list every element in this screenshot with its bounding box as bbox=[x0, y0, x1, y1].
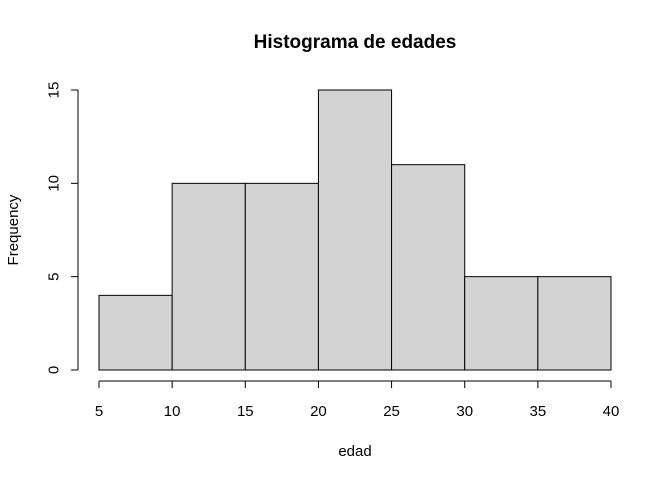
chart-title: Histograma de edades bbox=[254, 32, 457, 53]
histogram-bar-6 bbox=[464, 276, 539, 371]
histogram-bar-4 bbox=[317, 89, 393, 371]
y-axis: 0 5 10 15 bbox=[46, 82, 79, 374]
x-tick-label-40: 40 bbox=[603, 403, 620, 420]
x-tick-label-15: 15 bbox=[237, 403, 254, 420]
histogram-bar-7 bbox=[537, 276, 612, 371]
x-axis-label: edad bbox=[338, 443, 371, 460]
x-tick-label-25: 25 bbox=[383, 403, 400, 420]
y-axis-label: Frequency bbox=[5, 194, 22, 265]
x-axis: 5 10 15 20 25 30 35 40 bbox=[95, 380, 620, 420]
histogram-bar-3 bbox=[244, 182, 319, 371]
x-tick-label-10: 10 bbox=[164, 403, 181, 420]
histogram-bar-2 bbox=[171, 182, 246, 371]
x-tick-label-20: 20 bbox=[310, 403, 327, 420]
y-tick-label-10: 10 bbox=[46, 175, 63, 192]
histogram-bar-5 bbox=[391, 164, 466, 371]
x-tick-label-5: 5 bbox=[95, 403, 103, 420]
y-tick-label-15: 15 bbox=[46, 82, 63, 99]
x-tick-label-30: 30 bbox=[456, 403, 473, 420]
x-tick-label-35: 35 bbox=[530, 403, 547, 420]
bars-group bbox=[98, 89, 612, 371]
y-tick-label-0: 0 bbox=[46, 366, 63, 374]
y-tick-label-5: 5 bbox=[46, 272, 63, 280]
histogram-bar-1 bbox=[98, 294, 173, 371]
